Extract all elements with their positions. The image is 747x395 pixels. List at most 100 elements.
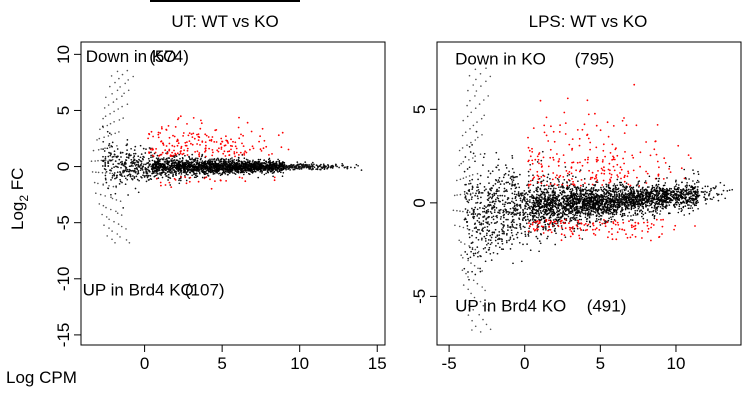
gene-point — [249, 169, 251, 171]
gene-point — [120, 166, 122, 169]
gene-point — [185, 159, 188, 162]
gene-point — [157, 177, 160, 179]
de-gene-point — [179, 115, 182, 118]
gene-point — [184, 154, 186, 157]
gene-point — [520, 194, 523, 197]
gene-point — [523, 195, 526, 198]
gene-point — [204, 160, 206, 163]
y-axis-label: Log2 FC — [8, 168, 31, 230]
gene-point — [471, 234, 473, 237]
gene-point — [522, 194, 524, 197]
gene-point — [466, 168, 469, 170]
gene-point — [176, 163, 178, 166]
gene-point — [480, 117, 483, 120]
gene-point — [117, 162, 120, 165]
gene-point — [191, 174, 193, 177]
gene-point — [268, 162, 271, 164]
gene-point — [213, 167, 215, 169]
gene-point — [193, 163, 196, 165]
gene-point — [145, 180, 148, 183]
gene-point — [512, 226, 515, 228]
gene-point — [471, 188, 474, 191]
gene-point — [522, 225, 525, 228]
gene-point — [125, 159, 128, 162]
de-gene-point — [205, 144, 207, 147]
gene-point — [323, 168, 326, 171]
gene-point — [132, 175, 134, 177]
gene-point — [173, 165, 175, 168]
gene-point — [499, 183, 502, 185]
gene-point — [519, 222, 521, 225]
gene-point — [183, 165, 185, 167]
gene-point — [717, 193, 720, 196]
gene-point — [250, 162, 253, 165]
gene-point — [478, 103, 481, 105]
gene-point — [519, 211, 522, 214]
gene-point — [477, 250, 480, 253]
gene-point — [152, 164, 154, 167]
gene-point — [631, 188, 634, 190]
gene-point — [588, 208, 591, 211]
gene-point — [497, 181, 499, 183]
gene-point — [474, 213, 477, 215]
gene-point — [267, 171, 270, 174]
gene-point — [276, 166, 279, 169]
gene-point — [124, 166, 127, 168]
annotation-up-label: UP in Brd4 KO — [83, 281, 194, 300]
gene-point — [291, 165, 293, 168]
gene-point — [554, 243, 557, 246]
de-gene-point — [261, 127, 264, 130]
gene-point — [108, 227, 110, 229]
gene-point — [476, 189, 478, 192]
de-gene-point — [203, 177, 206, 180]
de-gene-point — [233, 151, 236, 153]
de-gene-point — [200, 122, 203, 125]
gene-point — [724, 197, 727, 200]
gene-point — [145, 168, 147, 171]
gene-point — [511, 183, 513, 185]
gene-point — [157, 165, 160, 168]
gene-point — [119, 178, 121, 181]
gene-point — [464, 183, 466, 186]
gene-point — [470, 111, 473, 114]
gene-point — [107, 162, 110, 165]
de-gene-point — [190, 142, 192, 145]
de-gene-point — [173, 149, 175, 152]
gene-point — [104, 147, 106, 149]
gene-point — [489, 203, 491, 206]
gene-point — [712, 196, 715, 199]
gene-point — [527, 204, 530, 207]
de-gene-point — [242, 134, 245, 137]
gene-point — [199, 161, 201, 163]
gene-point — [162, 157, 165, 159]
gene-point — [123, 92, 125, 95]
gene-point — [104, 177, 107, 180]
gene-point — [256, 166, 258, 168]
gene-point — [226, 168, 228, 170]
gene-point — [498, 212, 501, 214]
gene-point — [573, 230, 576, 232]
gene-point — [496, 221, 499, 223]
gene-point — [473, 296, 476, 299]
gene-point — [561, 228, 564, 231]
gene-point — [106, 130, 109, 133]
gene-point — [218, 173, 220, 175]
gene-point — [471, 185, 474, 188]
gene-point — [102, 184, 104, 186]
gene-point — [166, 175, 168, 177]
gene-point — [245, 163, 248, 165]
gene-point — [519, 199, 522, 202]
gene-point — [183, 170, 185, 173]
gene-point — [471, 270, 473, 273]
gene-point — [502, 221, 505, 223]
gene-point — [105, 96, 107, 99]
gene-point — [217, 163, 220, 165]
gene-point — [605, 211, 608, 214]
gene-point — [529, 196, 531, 198]
gene-point — [273, 165, 275, 167]
gene-point — [526, 208, 529, 211]
gene-point — [473, 254, 475, 257]
de-gene-point — [172, 134, 174, 137]
de-gene-point — [271, 153, 273, 155]
gene-point — [228, 160, 231, 163]
